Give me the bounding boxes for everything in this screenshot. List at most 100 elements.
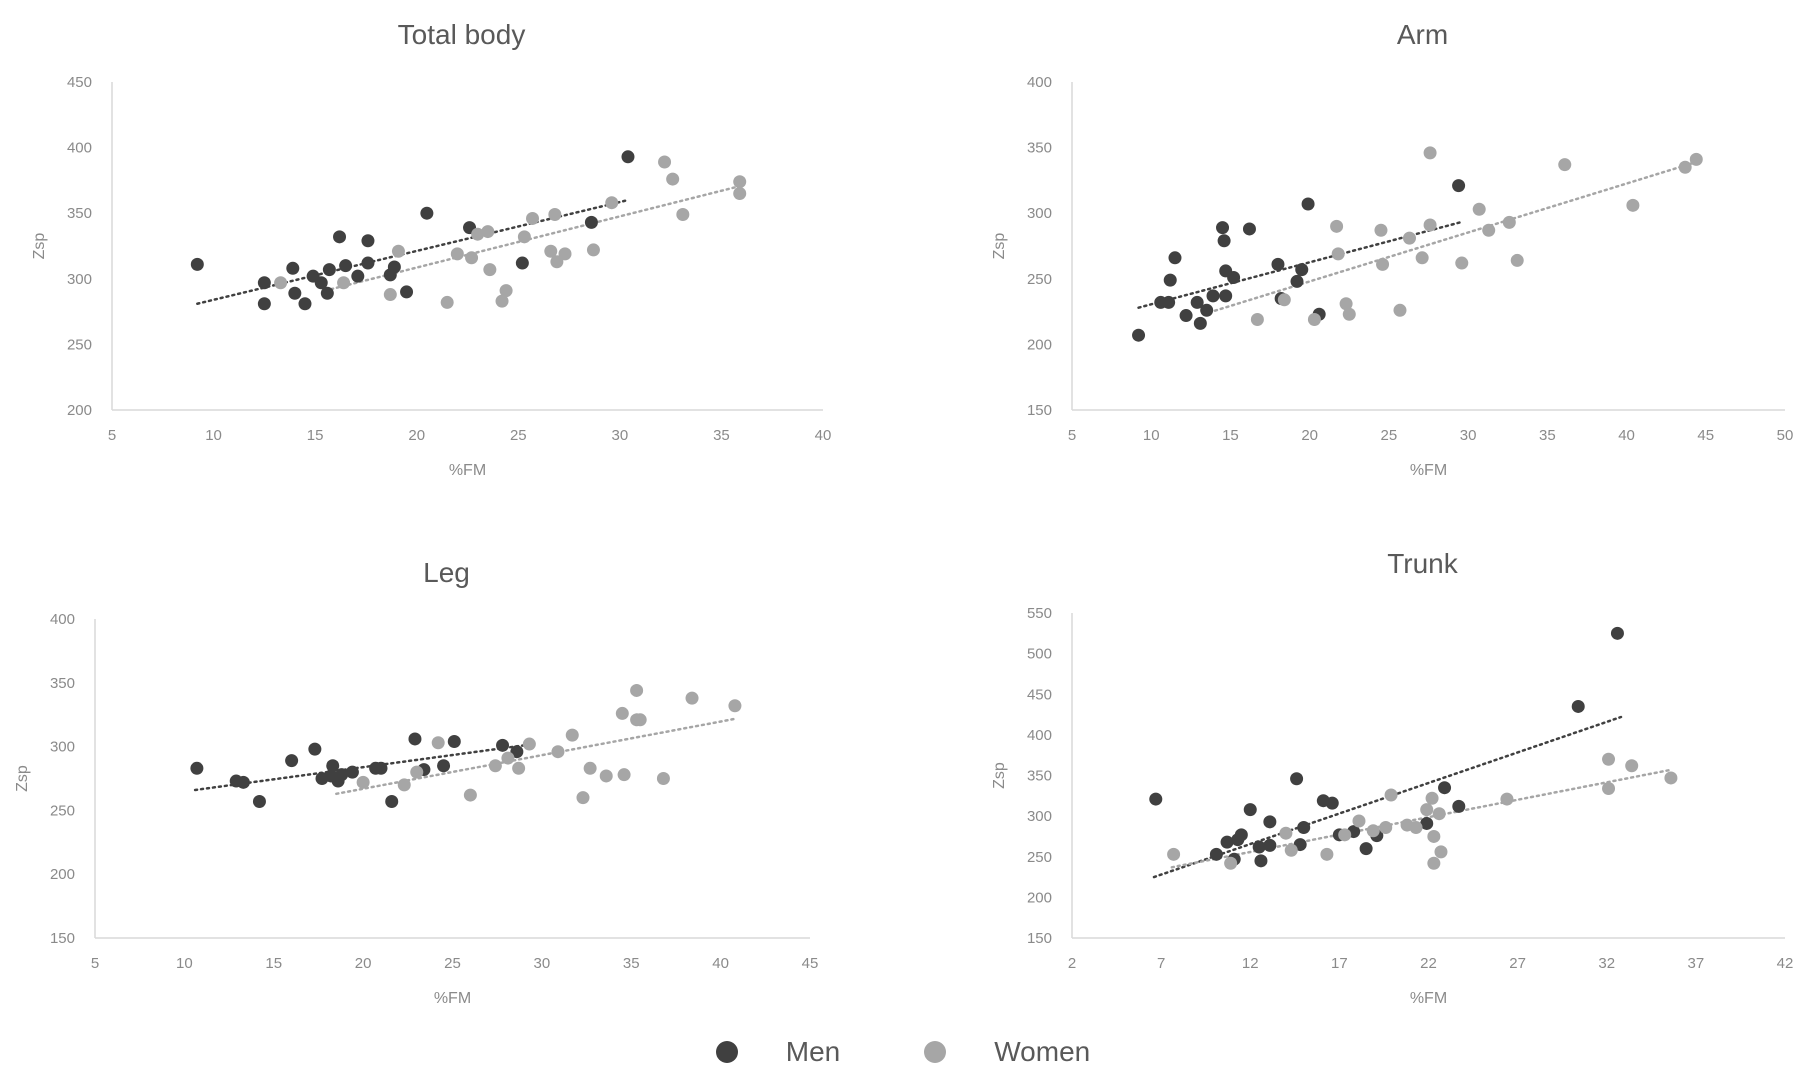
data-point-women	[274, 276, 288, 290]
data-point-women	[1376, 257, 1390, 271]
y-tick-label: 500	[1027, 646, 1052, 663]
data-point-women	[488, 759, 502, 773]
data-point-men	[1420, 816, 1434, 830]
data-point-men	[385, 794, 399, 808]
data-point-women	[605, 196, 619, 210]
data-point-men	[1297, 821, 1311, 834]
data-point-women	[550, 255, 564, 269]
legend-item-women: Women	[924, 1036, 1090, 1068]
x-tick-label: 15	[1222, 427, 1239, 444]
chart-total-body: Total body 200 250 300 350 400 450 5 10 15 20 25 30 3…	[31, 19, 831, 479]
data-point-men	[1301, 197, 1315, 211]
data-point-men	[257, 297, 271, 311]
x-tick-label: 10	[1143, 427, 1160, 444]
data-point-men	[1252, 840, 1266, 854]
y-tick-label: 300	[50, 739, 75, 756]
chart-title: Total body	[398, 19, 526, 50]
x-tick-label: 45	[1697, 427, 1714, 444]
data-point-men	[190, 257, 204, 271]
data-point-women	[733, 175, 747, 189]
data-point-men	[236, 775, 250, 789]
data-point-men	[1610, 626, 1624, 640]
x-tick-label: 5	[91, 955, 99, 972]
x-tick-label: 35	[713, 427, 730, 444]
legend-label-women: Women	[994, 1036, 1091, 1067]
data-point-women	[1432, 807, 1446, 821]
data-point-men	[285, 754, 299, 768]
x-tick-label: 2	[1068, 955, 1076, 972]
x-tick-label: 5	[1068, 427, 1076, 444]
data-point-men	[1163, 273, 1177, 287]
data-point-women	[1338, 828, 1352, 842]
data-point-men	[621, 150, 635, 164]
data-point-men	[400, 285, 414, 299]
data-point-men	[1132, 328, 1146, 342]
data-point-women	[440, 295, 454, 309]
data-point-men	[252, 794, 266, 808]
legend: Men Women	[0, 1032, 1806, 1072]
data-point-men	[1571, 699, 1585, 713]
data-point-men	[1263, 838, 1277, 852]
data-point-women	[1366, 824, 1380, 838]
y-tick-label: 300	[1027, 808, 1052, 825]
y-tick-label: 350	[1027, 768, 1052, 785]
data-point-women	[1320, 847, 1334, 861]
data-point-men	[361, 256, 375, 270]
x-tick-label: 20	[408, 427, 425, 444]
data-point-women	[586, 243, 600, 257]
x-tick-label: 32	[1598, 955, 1615, 972]
data-point-men	[1206, 289, 1220, 303]
data-point-men	[1162, 295, 1176, 309]
data-point-women	[728, 699, 742, 713]
data-point-women	[617, 768, 631, 782]
data-point-women	[463, 788, 477, 802]
data-point-men	[326, 759, 340, 773]
x-tick-label: 20	[1301, 427, 1318, 444]
x-tick-label: 5	[108, 427, 116, 444]
x-tick-label: 40	[1618, 427, 1635, 444]
data-point-women	[1626, 198, 1640, 212]
data-point-men	[1243, 803, 1257, 817]
legend-label-men: Men	[785, 1036, 841, 1067]
x-axis-title: %FM	[1410, 462, 1447, 479]
x-tick-label: 15	[265, 955, 282, 972]
data-point-women	[391, 244, 405, 258]
data-point-women	[501, 751, 515, 765]
data-point-men	[190, 761, 204, 775]
data-point-men	[1254, 854, 1268, 868]
data-point-women	[565, 728, 579, 742]
data-point-men	[314, 276, 328, 290]
data-point-men	[339, 259, 353, 273]
data-point-men	[320, 286, 334, 300]
data-point-men	[1452, 799, 1466, 813]
data-point-men	[1220, 835, 1234, 849]
chart-title: Leg	[423, 557, 470, 588]
data-point-men	[288, 286, 302, 300]
y-tick-label: 300	[1027, 205, 1052, 222]
data-point-men	[1242, 222, 1256, 236]
data-point-women	[471, 227, 485, 241]
data-point-women	[1393, 303, 1407, 317]
y-tick-label: 400	[1027, 74, 1052, 91]
data-point-women	[1434, 845, 1448, 859]
data-point-men	[361, 234, 375, 248]
data-point-women	[1482, 223, 1496, 237]
data-point-men	[1234, 828, 1248, 842]
data-point-men	[308, 742, 322, 756]
data-point-women	[483, 263, 497, 277]
data-point-women	[1379, 821, 1393, 834]
data-point-women	[576, 791, 590, 805]
chart-arm: Arm 150 200 250 300 350 400 5 10 15 20 25 30 35 40 45 50…	[991, 19, 1793, 479]
data-point-women	[450, 247, 464, 261]
data-point-women	[599, 769, 613, 783]
data-point-women	[1427, 829, 1441, 843]
data-point-women	[410, 765, 424, 779]
data-point-men	[1179, 309, 1193, 323]
data-point-women	[1502, 215, 1516, 229]
y-tick-label: 150	[1027, 402, 1052, 419]
legend-marker-women	[924, 1041, 947, 1063]
data-point-men	[1359, 842, 1373, 856]
x-tick-label: 45	[802, 955, 819, 972]
y-tick-label: 400	[50, 611, 75, 628]
